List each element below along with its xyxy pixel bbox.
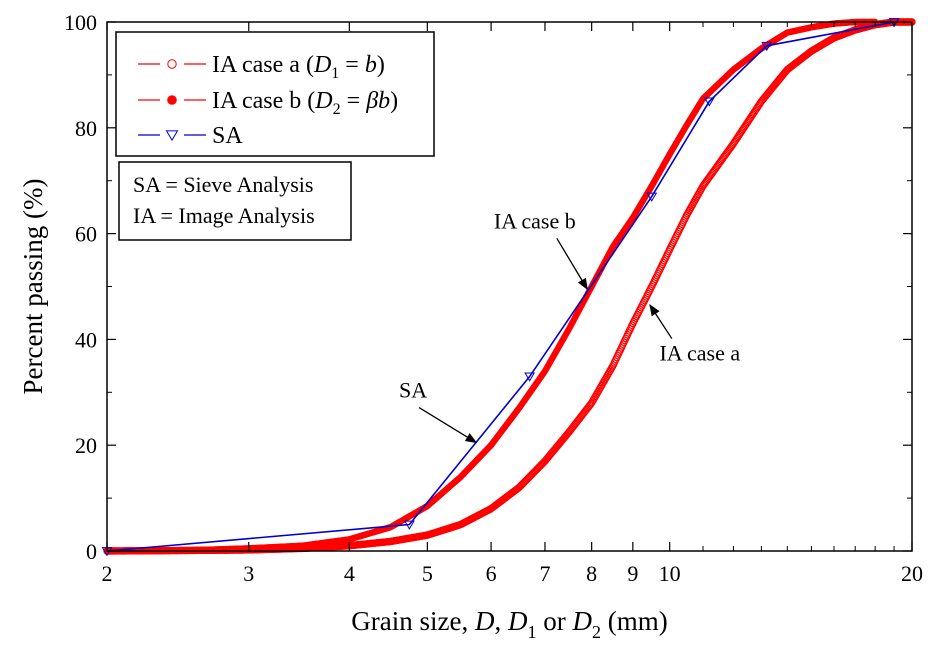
legend-symbol-ia-case-b bbox=[138, 95, 206, 105]
legend-a-eq: = bbox=[339, 52, 365, 78]
x-tick-label: 10 bbox=[659, 561, 681, 586]
xlabel-d2-sub: 2 bbox=[592, 622, 601, 642]
legend-a-close: ) bbox=[377, 52, 385, 78]
x-axis-title: Grain size, D, D1 or D2 (mm) bbox=[351, 606, 667, 642]
xlabel-prefix: Grain size, bbox=[351, 606, 475, 636]
y-tick-label: 20 bbox=[75, 433, 97, 458]
y-tick-label: 40 bbox=[75, 327, 97, 352]
note-line-sieve: SA = Sieve Analysis bbox=[133, 172, 313, 197]
x-tick-label: 6 bbox=[486, 561, 497, 586]
x-tick-label: 20 bbox=[901, 561, 923, 586]
xlabel-d1: D bbox=[507, 606, 528, 636]
legend-a-text: IA case a ( bbox=[212, 52, 314, 78]
legend-b-eq: = bbox=[341, 88, 367, 114]
legend-a-sub: 1 bbox=[331, 65, 339, 82]
legend: IA case a (D1 = b) IA case b (D2 = βb) S… bbox=[115, 31, 435, 157]
y-axis: 0 20 40 60 80 100 bbox=[64, 10, 912, 564]
x-tick-label: 9 bbox=[627, 561, 638, 586]
y-tick-label: 0 bbox=[86, 539, 97, 564]
annotation-label: IA case a bbox=[659, 341, 740, 366]
legend-label-ia-case-a: IA case a (D1 = b) bbox=[212, 52, 385, 82]
legend-marker bbox=[167, 59, 177, 69]
legend-a-var: D bbox=[313, 52, 331, 78]
y-tick-label: 80 bbox=[75, 116, 97, 141]
sa-line bbox=[106, 21, 895, 552]
x-axis: 2 3 4 5 6 7 8 9 10 20 bbox=[102, 22, 923, 586]
x-tick-label: 5 bbox=[422, 561, 433, 586]
annotation-arrow bbox=[649, 304, 673, 339]
legend-symbol-sa bbox=[138, 130, 206, 142]
x-tick-label: 7 bbox=[539, 561, 550, 586]
abbreviation-note: SA = Sieve Analysis IA = Image Analysis bbox=[118, 161, 352, 241]
legend-label-ia-case-b: IA case b (D2 = βb) bbox=[212, 88, 398, 118]
annotation-arrow bbox=[418, 407, 478, 444]
legend-marker bbox=[167, 95, 177, 105]
legend-marker bbox=[165, 130, 179, 142]
annotations: IA case b IA case a SA bbox=[399, 208, 740, 444]
xlabel-sep: , bbox=[494, 606, 508, 636]
y-tick-label: 60 bbox=[75, 222, 97, 247]
note-line-image: IA = Image Analysis bbox=[133, 203, 315, 228]
annotation-label: IA case b bbox=[494, 208, 576, 233]
xlabel-or: or bbox=[536, 606, 572, 636]
legend-b-close: ) bbox=[390, 88, 398, 114]
xlabel-unit: (mm) bbox=[601, 606, 668, 636]
sa-point bbox=[646, 192, 658, 202]
sa-point bbox=[761, 41, 773, 52]
annotation-label: SA bbox=[399, 378, 427, 403]
x-tick-label: 4 bbox=[344, 561, 355, 586]
x-tick-label: 8 bbox=[586, 561, 597, 586]
sa-point bbox=[403, 520, 415, 530]
legend-a-rhs: b bbox=[365, 52, 377, 78]
legend-label-sa: SA bbox=[212, 123, 243, 149]
x-tick-label: 2 bbox=[102, 561, 113, 586]
sa-point bbox=[703, 97, 715, 107]
annotation-arrow bbox=[556, 237, 588, 291]
y-axis-title: Percent passing (%) bbox=[18, 179, 48, 395]
legend-symbol-ia-case-a bbox=[138, 59, 206, 69]
legend-b-rhs: βb bbox=[365, 88, 390, 114]
note-box bbox=[118, 161, 352, 241]
sa-point bbox=[524, 372, 536, 382]
xlabel-d1-sub: 1 bbox=[527, 622, 536, 642]
xlabel-d2: D bbox=[571, 606, 592, 636]
legend-b-text: IA case b ( bbox=[212, 88, 315, 114]
legend-b-sub: 2 bbox=[333, 101, 341, 118]
xlabel-d: D bbox=[474, 606, 495, 636]
y-tick-label: 100 bbox=[64, 10, 97, 35]
legend-b-var: D bbox=[314, 88, 332, 114]
x-tick-label: 3 bbox=[243, 561, 254, 586]
